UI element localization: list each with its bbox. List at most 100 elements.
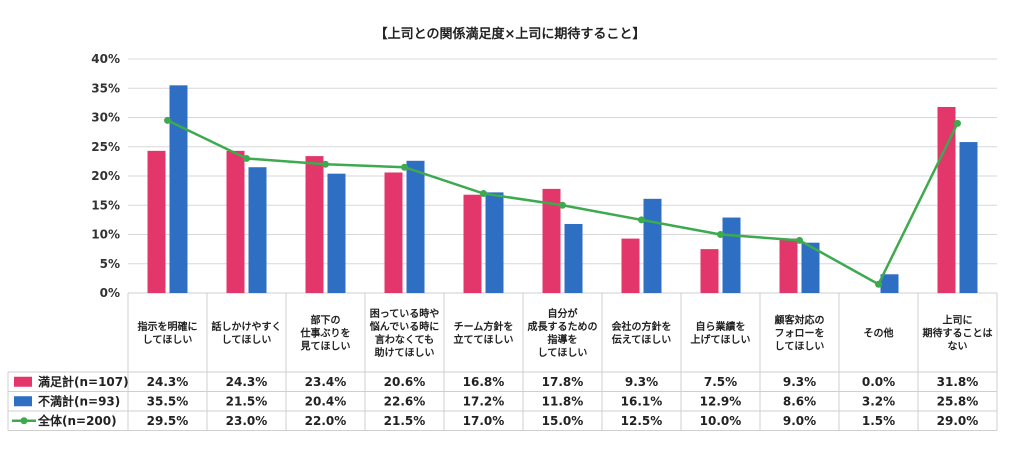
bar-satisfied	[621, 238, 640, 293]
table-value: 24.3%	[147, 375, 189, 389]
bar-dissatisfied	[406, 160, 425, 293]
table-value: 12.5%	[621, 414, 663, 428]
point-total	[401, 163, 408, 171]
category-label: してほしい	[222, 334, 272, 346]
category-label: 立ててほしい	[454, 333, 514, 346]
table-value: 20.6%	[384, 375, 426, 389]
table-value: 9.3%	[783, 375, 816, 389]
category-label: 会社の方針を	[612, 320, 672, 333]
table-value: 16.8%	[463, 375, 505, 389]
y-tick-label: 0%	[100, 286, 120, 300]
table-value: 17.0%	[463, 414, 505, 428]
category-label: 仕事ぶりを	[300, 327, 351, 340]
series-name: 満足計(n=107)	[38, 374, 129, 389]
bar-satisfied	[226, 150, 245, 293]
bar-satisfied	[384, 172, 403, 293]
table-value: 11.8%	[542, 394, 584, 408]
category-label: 伝えてほしい	[612, 333, 672, 346]
y-tick-label: 40%	[91, 52, 120, 66]
bar-dissatisfied	[880, 274, 899, 293]
legend-swatch-marker	[20, 417, 28, 425]
y-tick-label: 5%	[100, 257, 120, 271]
category-label: 成長するための	[528, 320, 598, 333]
y-tick-label: 10%	[91, 228, 120, 242]
bar-satisfied	[700, 249, 719, 293]
series-name: 全体(n=200)	[37, 413, 117, 428]
y-tick-label: 25%	[91, 140, 120, 154]
table-value: 21.5%	[226, 394, 268, 408]
y-tick-label: 30%	[91, 111, 120, 125]
bar-dissatisfied	[248, 167, 267, 293]
category-label: その他	[864, 327, 894, 340]
table-value: 23.0%	[226, 414, 268, 428]
category-label: 困っている時や	[370, 307, 440, 320]
category-label: 話しかけやすく	[212, 320, 282, 333]
bar-dissatisfied	[722, 217, 741, 293]
table-value: 29.0%	[937, 414, 979, 428]
table-value: 16.1%	[621, 394, 663, 408]
point-total	[322, 160, 329, 168]
table-value: 9.3%	[625, 375, 658, 389]
bar-satisfied	[147, 150, 166, 293]
chart-title: 【上司との関係満足度×上司に期待すること】	[375, 26, 646, 42]
bar-dissatisfied	[801, 242, 820, 293]
point-total	[559, 201, 566, 209]
category-label: 期待することは	[923, 327, 993, 340]
table-value: 1.5%	[862, 414, 895, 428]
category-label: 指示を明確に	[138, 320, 198, 333]
category-label: 自ら業績を	[696, 320, 746, 333]
category-label: 上司に	[943, 314, 973, 327]
table-value: 17.2%	[463, 394, 505, 408]
category-label: 上げてほしい	[691, 333, 751, 346]
category-label: 顧客対応の	[775, 314, 825, 327]
table-value: 31.8%	[937, 375, 979, 389]
table-value: 0.0%	[862, 375, 895, 389]
table-value: 24.3%	[226, 375, 268, 389]
bar-dissatisfied	[643, 198, 662, 293]
point-total	[796, 236, 803, 244]
series-name: 不満計(n=93)	[38, 393, 120, 408]
bar-dissatisfied	[564, 223, 583, 293]
table-value: 22.0%	[305, 414, 347, 428]
point-total	[875, 280, 882, 288]
table-value: 10.0%	[700, 414, 742, 428]
bar-dissatisfied	[169, 85, 188, 293]
y-tick-label: 35%	[91, 81, 120, 95]
table-value: 22.6%	[384, 394, 426, 408]
category-label: 部下の	[311, 314, 341, 327]
table-value: 7.5%	[704, 375, 737, 389]
point-total	[638, 216, 645, 224]
point-total	[480, 190, 487, 198]
table-value: 12.9%	[700, 394, 742, 408]
table-value: 3.2%	[862, 394, 895, 408]
table-value: 15.0%	[542, 414, 584, 428]
bar-satisfied	[542, 188, 561, 293]
category-label: 悩んでいる時に	[369, 320, 440, 333]
category-label: 言わなくても	[375, 333, 434, 346]
bar-dissatisfied	[959, 142, 978, 293]
category-label: 自分が	[548, 307, 579, 320]
table-value: 17.8%	[542, 375, 584, 389]
table-value: 35.5%	[147, 394, 189, 408]
table-value: 21.5%	[384, 414, 426, 428]
bar-dissatisfied	[327, 173, 346, 293]
category-label: 見てほしい	[300, 341, 351, 353]
category-label: 助けてほしい	[375, 346, 435, 359]
table-value: 23.4%	[305, 375, 347, 389]
bar-satisfied	[305, 156, 324, 293]
category-label: フォローを	[775, 328, 825, 340]
bar-satisfied	[463, 194, 482, 293]
legend-swatch	[14, 396, 32, 407]
category-label: してほしい	[538, 347, 588, 359]
category-label: ない	[948, 341, 968, 353]
point-total	[164, 116, 171, 124]
legend-swatch	[14, 376, 32, 387]
point-total	[243, 154, 250, 162]
bar-dissatisfied	[485, 192, 504, 293]
y-tick-label: 15%	[91, 198, 120, 212]
category-label: チーム方針を	[454, 320, 514, 333]
bar-satisfied	[779, 238, 798, 293]
table-value: 29.5%	[147, 414, 189, 428]
